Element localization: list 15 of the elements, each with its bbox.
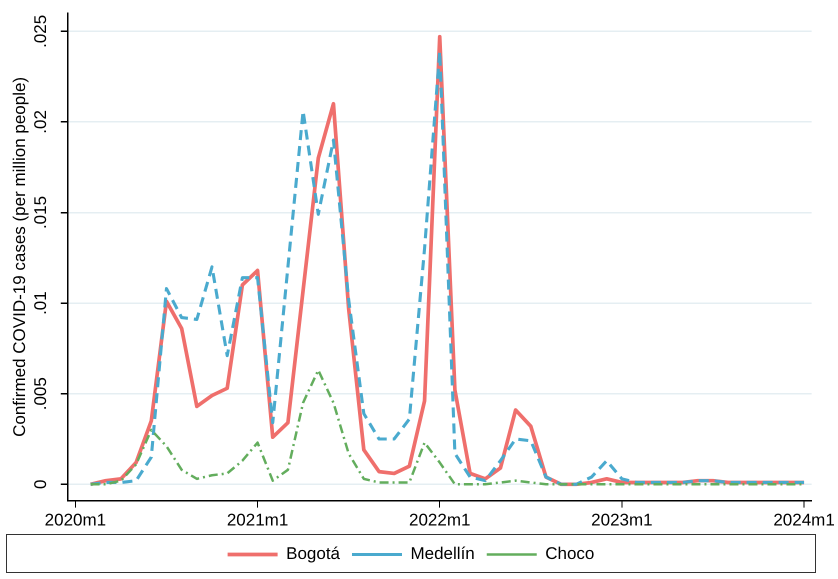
y-tick-label: .02 bbox=[30, 110, 50, 134]
x-tick-label: 2020m1 bbox=[44, 510, 106, 530]
x-tick-label: 2022m1 bbox=[409, 510, 470, 530]
legend-label: Choco bbox=[545, 544, 594, 564]
x-tick-label: 2024m1 bbox=[773, 510, 835, 530]
legend-label: Medellín bbox=[410, 544, 475, 564]
y-tick-label: .025 bbox=[30, 14, 50, 48]
x-tick-label: 2021m1 bbox=[226, 510, 288, 530]
y-tick-label: .015 bbox=[30, 196, 50, 230]
y-axis-title: Confirmed COVID-19 cases (per million people) bbox=[10, 76, 29, 437]
x-tick-label: 2023m1 bbox=[591, 510, 653, 530]
y-tick-label: .005 bbox=[30, 377, 50, 410]
y-tick-label: .01 bbox=[30, 291, 50, 315]
legend-label: Bogotá bbox=[286, 544, 341, 564]
y-tick-label: 0 bbox=[30, 480, 50, 490]
